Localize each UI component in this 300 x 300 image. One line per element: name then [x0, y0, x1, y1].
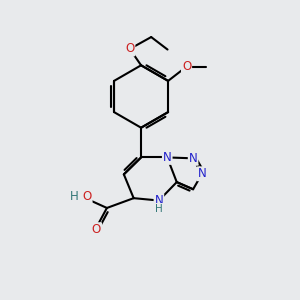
Text: O: O [82, 190, 91, 203]
Text: N: N [154, 194, 163, 207]
Text: O: O [92, 223, 101, 236]
Text: N: N [163, 151, 172, 164]
Text: N: N [198, 167, 206, 180]
Text: O: O [182, 60, 191, 73]
Text: O: O [125, 42, 134, 56]
Text: N: N [189, 152, 197, 165]
Text: H: H [70, 190, 78, 203]
Text: H: H [155, 204, 163, 214]
